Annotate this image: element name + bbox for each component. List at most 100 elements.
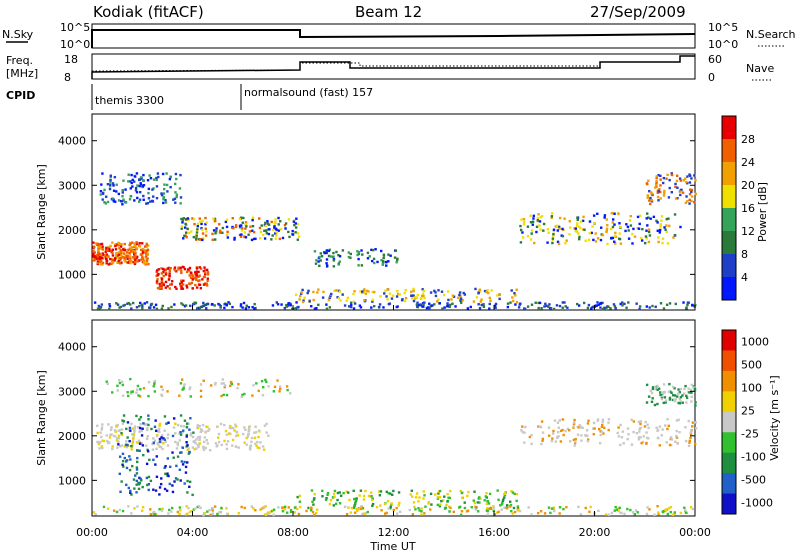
velocity-echo: [168, 482, 172, 486]
velocity-echo: [576, 433, 580, 436]
velocity-echo: [574, 440, 577, 443]
velocity-echo: [178, 512, 181, 516]
velocity-echo: [253, 436, 257, 440]
velocity-echo: [378, 494, 382, 497]
velocity-echo: [677, 392, 680, 395]
velocity-echo: [159, 441, 163, 444]
velocity-echo: [189, 434, 193, 437]
power-echo: [164, 273, 168, 276]
velocity-echo: [249, 444, 252, 448]
power-echo: [374, 248, 377, 251]
power-echo: [676, 197, 679, 200]
velocity-echo: [429, 492, 433, 496]
colorbar-tick-label: 8: [741, 248, 748, 261]
power-echo: [134, 186, 138, 190]
power-echo: [166, 285, 169, 288]
power-echo: [469, 305, 472, 309]
velocity-echo: [310, 506, 313, 510]
power-echo: [477, 291, 481, 294]
power-echo: [178, 187, 182, 190]
power-echo: [487, 291, 490, 295]
velocity-echo: [102, 505, 106, 509]
power-echo: [145, 245, 148, 248]
x-axis-label: Time UT: [369, 540, 415, 553]
power-echo: [645, 237, 648, 240]
velocity-echo: [221, 378, 224, 381]
velocity-echo: [339, 494, 343, 497]
power-echo: [161, 304, 164, 308]
power-echo: [659, 302, 663, 305]
power-echo: [109, 174, 112, 177]
power-echo: [133, 243, 136, 246]
power-echo: [466, 307, 470, 310]
power-echo: [312, 298, 315, 302]
power-echo: [486, 289, 489, 292]
velocity-echo: [172, 456, 175, 459]
velocity-echo: [147, 483, 151, 486]
velocity-echo: [162, 442, 165, 445]
power-echo: [111, 241, 114, 244]
power-echo: [114, 200, 117, 203]
power-echo: [284, 222, 288, 225]
velocity-echo: [486, 500, 489, 503]
velocity-echo: [176, 510, 180, 514]
velocity-echo: [553, 509, 556, 513]
power-echo: [359, 290, 362, 293]
velocity-echo: [607, 513, 611, 517]
velocity-echo: [187, 452, 191, 455]
power-echo: [396, 305, 399, 308]
power-echo: [109, 180, 112, 183]
power-echo: [123, 259, 126, 262]
power-echo: [297, 235, 301, 238]
velocity-echo: [187, 506, 190, 510]
power-echo: [226, 230, 229, 234]
velocity-echo: [328, 502, 332, 506]
power-echo: [262, 233, 265, 237]
power-echo: [613, 305, 617, 308]
power-echo: [472, 300, 476, 303]
power-echo: [251, 305, 254, 309]
power-echo: [665, 230, 669, 234]
velocity-echo: [215, 425, 219, 428]
velocity-echo: [581, 426, 584, 430]
power-echo: [656, 229, 659, 232]
power-echo: [143, 249, 146, 252]
power-echo: [385, 264, 388, 267]
power-echo: [657, 190, 661, 193]
power-echo: [93, 301, 97, 304]
velocity-echo: [332, 492, 336, 496]
velocity-echo: [153, 390, 157, 393]
colorbar-swatch: [722, 391, 736, 413]
velocity-echo: [222, 393, 225, 397]
power-echo: [189, 276, 193, 279]
power-echo: [159, 286, 162, 289]
power-echo: [417, 303, 421, 307]
velocity-echo: [310, 489, 314, 492]
power-echo: [386, 288, 389, 291]
velocity-echo: [120, 428, 124, 431]
power-echo: [384, 289, 387, 292]
velocity-echo: [616, 431, 619, 435]
power-echo: [443, 306, 446, 309]
velocity-colorbar-label: Velocity [m s⁻¹]: [768, 375, 781, 460]
velocity-echo: [635, 432, 639, 435]
velocity-echo: [607, 418, 611, 421]
velocity-echo: [255, 444, 258, 447]
velocity-echo: [174, 422, 177, 425]
velocity-echo: [186, 444, 189, 447]
power-echo: [135, 247, 138, 250]
velocity-echo: [121, 463, 124, 466]
velocity-echo: [387, 507, 390, 510]
velocity-echo: [186, 512, 189, 515]
velocity-echo: [243, 506, 246, 510]
power-echo: [119, 249, 123, 252]
power-echo: [673, 213, 677, 216]
nave-label: Nave: [746, 62, 774, 75]
power-echo: [352, 307, 356, 310]
velocity-echo: [367, 494, 371, 498]
power-echo: [193, 276, 197, 280]
velocity-echo: [246, 435, 250, 438]
power-echo: [145, 251, 148, 255]
velocity-echo: [110, 433, 113, 436]
velocity-echo: [674, 440, 677, 443]
